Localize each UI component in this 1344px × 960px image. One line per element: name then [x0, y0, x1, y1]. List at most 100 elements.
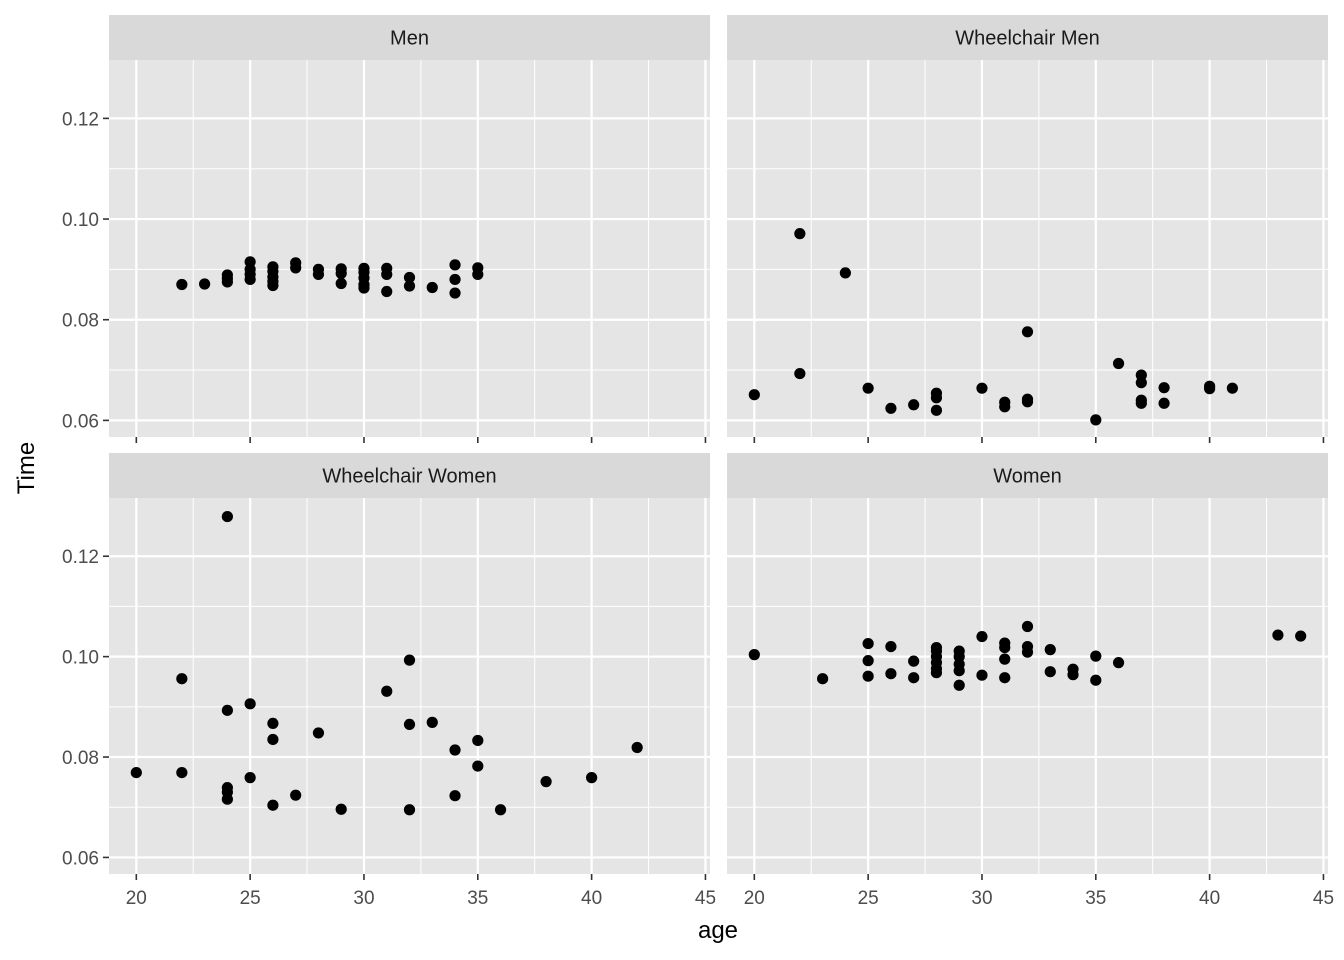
y-tick-label: 0.10	[62, 648, 99, 669]
data-point	[449, 287, 461, 299]
data-point	[930, 667, 943, 679]
data-point	[472, 262, 484, 274]
data-point	[449, 744, 461, 756]
data-point	[1044, 666, 1056, 678]
facet-panel: Men 0.06 0.08 0.10 0.12	[62, 15, 710, 443]
facet-strip	[109, 453, 710, 498]
data-point	[381, 262, 393, 274]
data-point	[999, 641, 1011, 654]
data-point	[976, 630, 988, 643]
data-point	[1295, 630, 1307, 642]
facet-strip	[109, 15, 710, 60]
data-point	[1090, 414, 1102, 426]
panel-background	[109, 60, 710, 437]
data-point	[908, 399, 920, 411]
data-point	[748, 649, 760, 661]
data-point	[748, 389, 760, 401]
data-point	[1135, 377, 1147, 389]
panel-background	[109, 498, 710, 874]
data-point	[381, 685, 393, 697]
data-point	[176, 766, 188, 779]
y-tick-label: 0.12	[62, 547, 99, 568]
y-tick-label: 0.08	[62, 748, 99, 769]
data-point	[199, 278, 211, 290]
data-point	[862, 637, 874, 650]
data-point	[449, 790, 461, 802]
data-point	[1135, 397, 1147, 409]
data-point	[999, 653, 1011, 665]
x-tick-label: 35	[467, 888, 488, 909]
x-tick-label: 45	[695, 888, 716, 909]
data-point	[244, 256, 256, 268]
data-point	[1090, 650, 1102, 662]
x-tick-label: 30	[353, 888, 374, 909]
facet-strip	[727, 453, 1328, 498]
facet-title: Wheelchair Men	[955, 28, 1100, 50]
data-point	[976, 382, 988, 394]
data-point	[244, 698, 256, 710]
data-point	[221, 269, 233, 281]
data-point	[472, 760, 484, 772]
x-tick-label: 40	[1199, 888, 1220, 909]
facet-panel: Wheelchair Women 20 25 30 35 40 45 0.06 0.08 0.10…	[62, 453, 716, 909]
x-axis-title: age	[698, 917, 738, 944]
data-point	[862, 670, 874, 682]
data-point	[221, 704, 233, 716]
data-point	[999, 672, 1011, 684]
data-point	[176, 673, 188, 685]
data-point	[908, 672, 920, 684]
data-point	[449, 259, 461, 271]
facet-title: Men	[390, 28, 429, 50]
data-point	[885, 640, 897, 653]
x-tick-label: 30	[971, 888, 992, 909]
data-point	[267, 733, 279, 746]
data-point	[540, 776, 552, 788]
data-point	[290, 257, 302, 269]
data-point	[1158, 397, 1170, 409]
data-point	[908, 655, 920, 667]
data-point	[358, 262, 370, 274]
y-tick-label: 0.08	[62, 311, 99, 332]
data-point	[631, 741, 643, 754]
data-point	[221, 510, 233, 523]
data-point	[1021, 326, 1034, 338]
data-point	[335, 263, 347, 275]
data-point	[1112, 357, 1125, 370]
facet-strip	[727, 15, 1328, 60]
x-tick-label: 45	[1313, 888, 1334, 909]
data-point	[1067, 669, 1079, 681]
y-tick-label: 0.12	[62, 109, 99, 130]
x-tick-label: 35	[1085, 888, 1106, 909]
data-point	[494, 804, 507, 816]
data-point	[381, 285, 393, 298]
data-point	[403, 271, 416, 284]
data-point	[1021, 620, 1034, 633]
data-point	[999, 396, 1011, 408]
data-point	[1044, 644, 1056, 656]
data-point	[839, 267, 851, 279]
data-point	[1112, 657, 1125, 669]
x-tick-label: 25	[240, 888, 261, 909]
data-point	[930, 404, 943, 416]
data-point	[244, 772, 256, 784]
data-point	[862, 382, 874, 394]
data-point	[862, 655, 874, 667]
data-point	[885, 402, 897, 414]
data-point	[335, 277, 347, 290]
data-point	[817, 673, 829, 685]
y-axis-title: Time	[13, 442, 40, 494]
data-point	[1226, 382, 1238, 394]
data-point	[930, 387, 943, 399]
data-point	[403, 654, 416, 666]
data-point	[312, 263, 325, 275]
facet-title: Women	[993, 466, 1062, 488]
y-tick-label: 0.06	[62, 848, 99, 869]
x-tick-label: 40	[581, 888, 602, 909]
data-point	[794, 367, 806, 380]
x-tick-label: 20	[126, 888, 147, 909]
y-tick-label: 0.06	[62, 411, 99, 432]
data-point	[472, 734, 484, 747]
data-point	[1272, 629, 1284, 641]
facet-panel: Women 20 25 30 35 40 45	[727, 453, 1334, 909]
data-point	[586, 772, 598, 784]
